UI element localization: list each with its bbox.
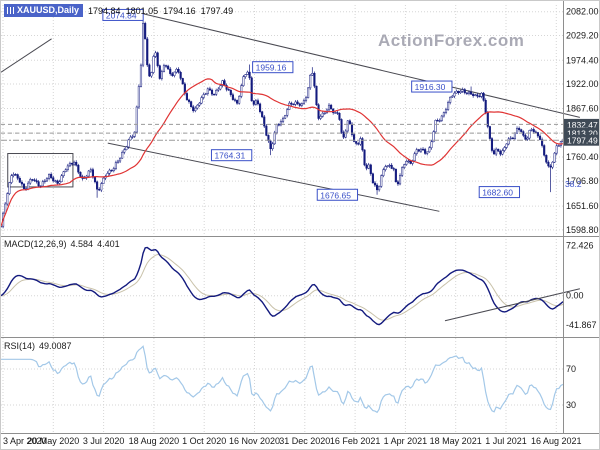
candlestick-chart-icon [7, 6, 14, 14]
quote-bar: XAUUSD,Daily 1794.84 1801.05 1794.16 179… [4, 4, 233, 17]
quote-high: 1801.05 [125, 5, 159, 16]
time-tick-label: 18 Aug 2020 [129, 436, 180, 446]
annotation-text: 1676.65 [320, 190, 351, 200]
time-tick-label: 20 May 2020 [27, 436, 79, 446]
annotation-text: 1916.30 [415, 82, 446, 92]
annotation-text: 1959.16 [256, 63, 287, 73]
consolidation-box [7, 153, 74, 188]
macd-name: MACD(12,26,9) [4, 239, 67, 249]
annotation-box [252, 61, 294, 74]
macd-axis-label: -41.867 [566, 320, 597, 330]
price-tick-label: 1706.80 [566, 176, 599, 186]
watermark: ActionForex.com [378, 31, 525, 50]
time-tick-label: 1 Apr 2021 [384, 436, 428, 446]
symbol-timeframe-badge: XAUUSD,Daily [4, 4, 84, 17]
level-label-box [564, 134, 599, 146]
rsi-name: RSI(14) [4, 341, 36, 351]
time-tick-label: 3 Jul 2020 [83, 436, 125, 446]
annotation-box [478, 186, 521, 199]
price-tick-label: 2082.00 [566, 7, 599, 17]
horizontal-levels [1, 123, 563, 141]
rsi-label: RSI(14) 49.0087 [4, 341, 76, 351]
rsi-guide-label: 70 [566, 364, 576, 374]
trendline [107, 142, 440, 212]
price-tick-label: 1922.00 [566, 79, 599, 89]
annotation-text: 1682.60 [482, 188, 513, 198]
price-tick-label: 1651.60 [566, 201, 599, 211]
time-tick-label: 16 Aug 2021 [531, 436, 582, 446]
annotation-text: 2074.84 [106, 10, 137, 20]
time-tick-label: 1 Jul 2021 [485, 436, 527, 446]
macd-axis-label: 72.426 [566, 240, 594, 250]
price-tick-label: 1974.40 [566, 55, 599, 65]
rsi-guide-label: 30 [566, 400, 576, 410]
price-tick-label: 2029.20 [566, 31, 599, 41]
fib-level-label: 38.2 [565, 179, 582, 189]
price-tick-label: 1760.40 [566, 152, 599, 162]
annotation-box [316, 188, 359, 201]
time-tick-label: 16 Feb 2021 [330, 436, 381, 446]
level-label: 1832.47 [567, 120, 598, 130]
trendline [141, 13, 580, 118]
price-axis: 2082.00 2029.20 1974.40 1922.00 1867.60 1813.… [564, 7, 599, 330]
time-tick-label: 18 May 2021 [430, 436, 482, 446]
trendline [1, 38, 52, 73]
quote-low: 1794.16 [163, 5, 196, 16]
price-tick-label: 1867.60 [566, 104, 599, 114]
level-label: 1813.20 [567, 129, 598, 139]
price-tick-label: 1598.80 [566, 225, 599, 235]
time-tick-label: 16 Nov 2020 [229, 436, 280, 446]
candlesticks [1, 14, 565, 229]
macd-main-line [1, 246, 564, 326]
time-tick-label: 1 Oct 2020 [182, 436, 226, 446]
annotation-text: 1764.31 [214, 151, 245, 161]
annotation-box [102, 8, 144, 21]
macd-value: 4.584 [70, 239, 94, 249]
macd-signal-value: 4.401 [97, 239, 120, 249]
time-tick-label: 31 Dec 2020 [279, 436, 330, 446]
symbol-timeframe-label: XAUUSD,Daily [17, 5, 80, 15]
macd-label: MACD(12,26,9) 4.584 4.401 [4, 239, 124, 249]
quote-close: 1797.49 [200, 5, 234, 16]
price-annotations: 2074.84 1959.16 1916.30 1764.31 1676.65 1682.… [102, 8, 521, 201]
gridlines [1, 5, 563, 433]
level-label-box [564, 118, 599, 130]
quote-open: 1794.84 [88, 5, 121, 16]
rsi-value: 49.0087 [39, 341, 72, 351]
level-label-box [564, 127, 599, 139]
macd-axis-label: 0.00 [566, 291, 584, 301]
annotation-box [411, 80, 453, 93]
annotation-box [210, 149, 253, 162]
time-tick-label: 3 Apr 2020 [3, 436, 47, 446]
rsi-line [1, 345, 564, 414]
current-price-label: 1797.49 [567, 136, 598, 146]
moving-average-line [1, 78, 564, 227]
macd-trendline [444, 288, 580, 322]
